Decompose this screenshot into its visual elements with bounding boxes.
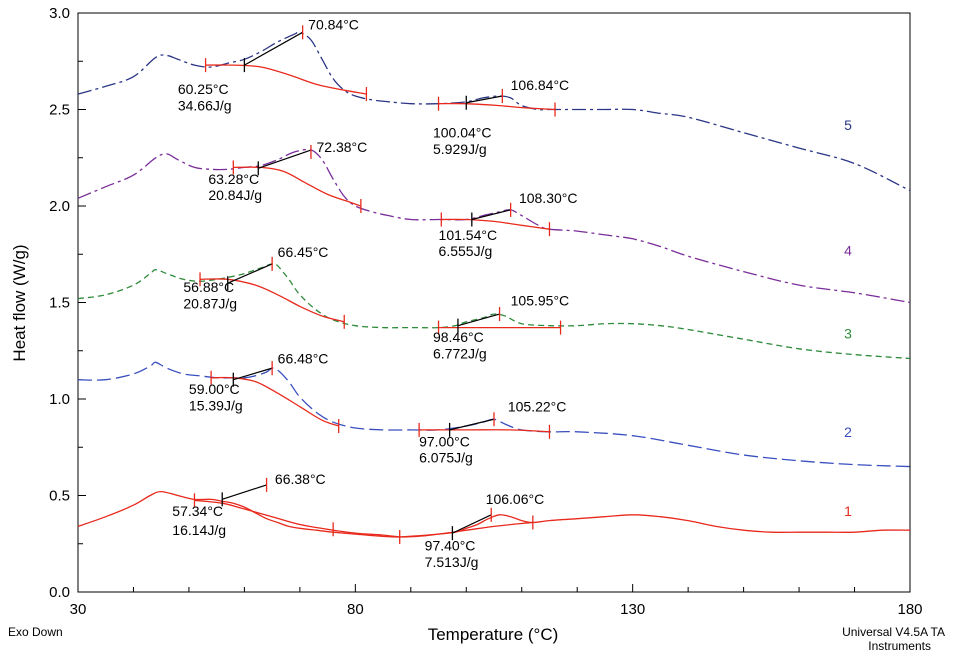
footer-right-line1: Universal V4.5A TA bbox=[842, 625, 945, 639]
onset-label: 63.28°C bbox=[208, 171, 259, 187]
y-tick-label: 2.5 bbox=[49, 102, 70, 119]
integration-baseline bbox=[438, 102, 556, 111]
y-axis-title: Heat flow (W/g) bbox=[10, 244, 29, 361]
annotation-layer: 66.38°C 57.34°C 16.14J/g 106.06°C 97.40°C7.5… bbox=[172, 16, 577, 570]
onset-label: 59.00°C bbox=[189, 381, 240, 397]
series-label-3: 3 bbox=[844, 325, 852, 341]
peak-label: 70.84°C bbox=[308, 16, 359, 32]
onset-label: 100.04°C bbox=[433, 124, 492, 140]
onset-label: 98.46°C bbox=[433, 329, 484, 345]
onset-tangent bbox=[258, 149, 312, 169]
onset-tangent bbox=[471, 209, 511, 221]
series-label-1: 1 bbox=[844, 503, 852, 519]
series-label-4: 4 bbox=[844, 242, 852, 258]
enthalpy-label: 6.772J/g bbox=[433, 345, 487, 361]
axes: 30 80 130 180 0.0 0.5 1.0 1.5 2.0 2.5 3.0 bbox=[49, 5, 922, 618]
peak-label: 66.38°C bbox=[275, 471, 326, 487]
peak-label: 66.45°C bbox=[278, 244, 329, 260]
series-line-5 bbox=[77, 31, 911, 192]
integration-baseline bbox=[194, 499, 400, 538]
series-line-3 bbox=[77, 263, 911, 360]
footer-left: Exo Down bbox=[8, 625, 63, 639]
footer-right-line2: Instruments bbox=[868, 639, 931, 653]
x-tick-label: 80 bbox=[347, 601, 364, 618]
onset-tangent bbox=[244, 31, 303, 66]
y-tick-label: 0.5 bbox=[49, 488, 70, 505]
enthalpy-label: 6.075J/g bbox=[419, 450, 473, 466]
series-line-4 bbox=[77, 148, 911, 304]
enthalpy-label: 20.87J/g bbox=[183, 295, 237, 311]
y-tick-label: 1.0 bbox=[49, 391, 70, 408]
x-tick-label: 130 bbox=[620, 601, 645, 618]
peak-label: 66.48°C bbox=[278, 350, 329, 366]
onset-label: 101.54°C bbox=[439, 227, 498, 243]
peak-label: 108.30°C bbox=[519, 190, 578, 206]
peak-label: 106.84°C bbox=[511, 77, 570, 93]
onset-label: 97.40°C bbox=[425, 538, 476, 554]
y-tick-label: 1.5 bbox=[49, 295, 70, 312]
onset-tangent bbox=[222, 484, 267, 500]
onset-label: 57.34°C bbox=[172, 503, 223, 519]
onset-label: 56.88°C bbox=[183, 279, 234, 295]
x-tick-label: 180 bbox=[897, 601, 922, 618]
onset-label: 60.25°C bbox=[178, 81, 229, 97]
enthalpy-label: 7.513J/g bbox=[425, 554, 479, 570]
onset-tangent bbox=[452, 514, 492, 534]
series-label-2: 2 bbox=[844, 424, 852, 440]
y-tick-label: 2.0 bbox=[49, 198, 70, 215]
peak-label: 106.06°C bbox=[486, 491, 545, 507]
peak-label: 105.95°C bbox=[511, 292, 570, 308]
series-label-5: 5 bbox=[844, 117, 852, 133]
onset-tangent bbox=[449, 418, 495, 431]
integration-baseline bbox=[419, 429, 550, 433]
enthalpy-label: 16.14J/g bbox=[172, 522, 226, 538]
peak-label: 105.22°C bbox=[508, 399, 567, 415]
series-line-2 bbox=[77, 361, 911, 468]
onset-label: 97.00°C bbox=[419, 433, 470, 449]
y-tick-label: 0.0 bbox=[49, 584, 70, 601]
integration-baseline bbox=[205, 64, 367, 95]
y-tick-label: 3.0 bbox=[49, 5, 70, 22]
integration-baseline bbox=[399, 521, 533, 538]
enthalpy-label: 15.39J/g bbox=[189, 398, 243, 414]
enthalpy-label: 20.84J/g bbox=[208, 187, 262, 203]
onset-tangent bbox=[457, 313, 500, 327]
onset-tangent bbox=[466, 95, 503, 104]
enthalpy-label: 6.555J/g bbox=[439, 243, 493, 259]
enthalpy-label: 34.66J/g bbox=[178, 97, 232, 113]
integration-baseline bbox=[441, 218, 550, 230]
onset-tangent bbox=[233, 367, 273, 381]
x-tick-label: 30 bbox=[70, 601, 87, 618]
x-axis-title: Temperature (°C) bbox=[428, 625, 559, 644]
peak-label: 72.38°C bbox=[317, 139, 368, 155]
onset-tangent bbox=[227, 263, 273, 284]
enthalpy-label: 5.929J/g bbox=[433, 141, 487, 157]
